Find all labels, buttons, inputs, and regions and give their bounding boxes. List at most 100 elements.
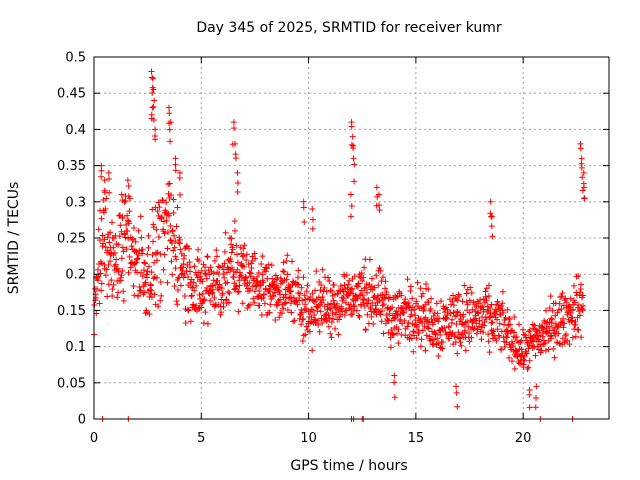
- data-point: [235, 288, 242, 295]
- data-point: [169, 239, 176, 246]
- data-point: [146, 286, 153, 293]
- data-point: [359, 292, 366, 299]
- data-point: [180, 274, 187, 281]
- data-point: [248, 264, 255, 271]
- data-point: [298, 309, 305, 316]
- data-point: [117, 277, 124, 284]
- data-point: [323, 318, 330, 325]
- data-point: [470, 299, 477, 306]
- data-point: [267, 301, 274, 308]
- data-point: [133, 256, 140, 263]
- data-point: [272, 316, 279, 323]
- data-point: [357, 291, 364, 298]
- data-point-peak: [232, 140, 239, 147]
- data-point: [418, 336, 425, 343]
- data-point: [221, 248, 228, 255]
- data-point: [389, 304, 396, 311]
- data-point: [210, 286, 217, 293]
- data-point: [195, 257, 202, 264]
- data-point: [154, 249, 161, 256]
- data-point: [478, 336, 485, 343]
- data-point: [148, 269, 155, 276]
- data-point: [140, 266, 147, 273]
- data-point: [159, 197, 166, 204]
- data-point: [417, 285, 424, 292]
- data-point: [277, 296, 284, 303]
- data-point: [338, 305, 345, 312]
- data-point: [373, 272, 380, 279]
- data-point: [276, 314, 283, 321]
- data-point: [364, 311, 371, 318]
- data-point: [156, 204, 163, 211]
- data-point: [243, 274, 250, 281]
- data-point: [104, 293, 111, 300]
- data-point: [233, 242, 240, 249]
- data-point: [203, 275, 210, 282]
- data-point: [252, 255, 259, 262]
- data-point: [335, 331, 342, 338]
- data-point: [103, 266, 110, 273]
- data-point: [371, 284, 378, 291]
- data-point: [245, 261, 252, 268]
- data-point: [312, 287, 319, 294]
- data-point: [493, 337, 500, 344]
- data-point: [94, 286, 101, 293]
- data-point: [263, 265, 270, 272]
- data-point: [319, 293, 326, 300]
- data-point: [318, 299, 325, 306]
- data-point: [566, 304, 573, 311]
- data-point: [222, 229, 229, 236]
- data-point: [321, 303, 328, 310]
- data-point: [278, 277, 285, 284]
- data-point-peak: [348, 123, 355, 130]
- data-point: [309, 290, 316, 297]
- data-point: [326, 304, 333, 311]
- data-point: [317, 308, 324, 315]
- data-point: [306, 328, 313, 335]
- data-point: [120, 297, 127, 304]
- data-point: [281, 300, 288, 307]
- data-point: [390, 296, 397, 303]
- data-point: [135, 293, 142, 300]
- data-point-peak: [149, 89, 156, 96]
- data-point: [300, 332, 307, 339]
- data-point: [520, 361, 527, 368]
- data-point: [296, 294, 303, 301]
- data-point-peak: [347, 191, 354, 198]
- data-point-peak: [376, 207, 383, 214]
- data-point-peak: [119, 197, 126, 204]
- data-point: [574, 304, 581, 311]
- y-tick-label: 0.15: [57, 304, 86, 319]
- data-point-peak: [231, 125, 238, 132]
- data-point: [457, 339, 464, 346]
- data-point: [489, 319, 496, 326]
- data-point: [546, 327, 553, 334]
- data-point-peak: [391, 379, 398, 386]
- data-point: [454, 297, 461, 304]
- data-point: [286, 295, 293, 302]
- data-point: [401, 318, 408, 325]
- data-point: [175, 239, 182, 246]
- data-point: [118, 255, 125, 262]
- data-point: [231, 218, 238, 225]
- data-point: [467, 284, 474, 291]
- data-point: [123, 246, 130, 253]
- data-point: [170, 196, 177, 203]
- data-point: [223, 269, 230, 276]
- data-point: [563, 299, 570, 306]
- data-point: [408, 311, 415, 318]
- data-point: [555, 306, 562, 313]
- data-point: [378, 318, 385, 325]
- data-point-peak: [348, 141, 355, 148]
- data-point: [344, 292, 351, 299]
- data-point: [278, 310, 285, 317]
- data-point: [183, 267, 190, 274]
- data-point: [413, 298, 420, 305]
- data-point: [389, 331, 396, 338]
- data-point: [295, 267, 302, 274]
- data-point: [195, 269, 202, 276]
- data-point: [511, 329, 518, 336]
- data-point: [174, 204, 181, 211]
- data-point: [502, 314, 509, 321]
- data-point: [535, 346, 542, 353]
